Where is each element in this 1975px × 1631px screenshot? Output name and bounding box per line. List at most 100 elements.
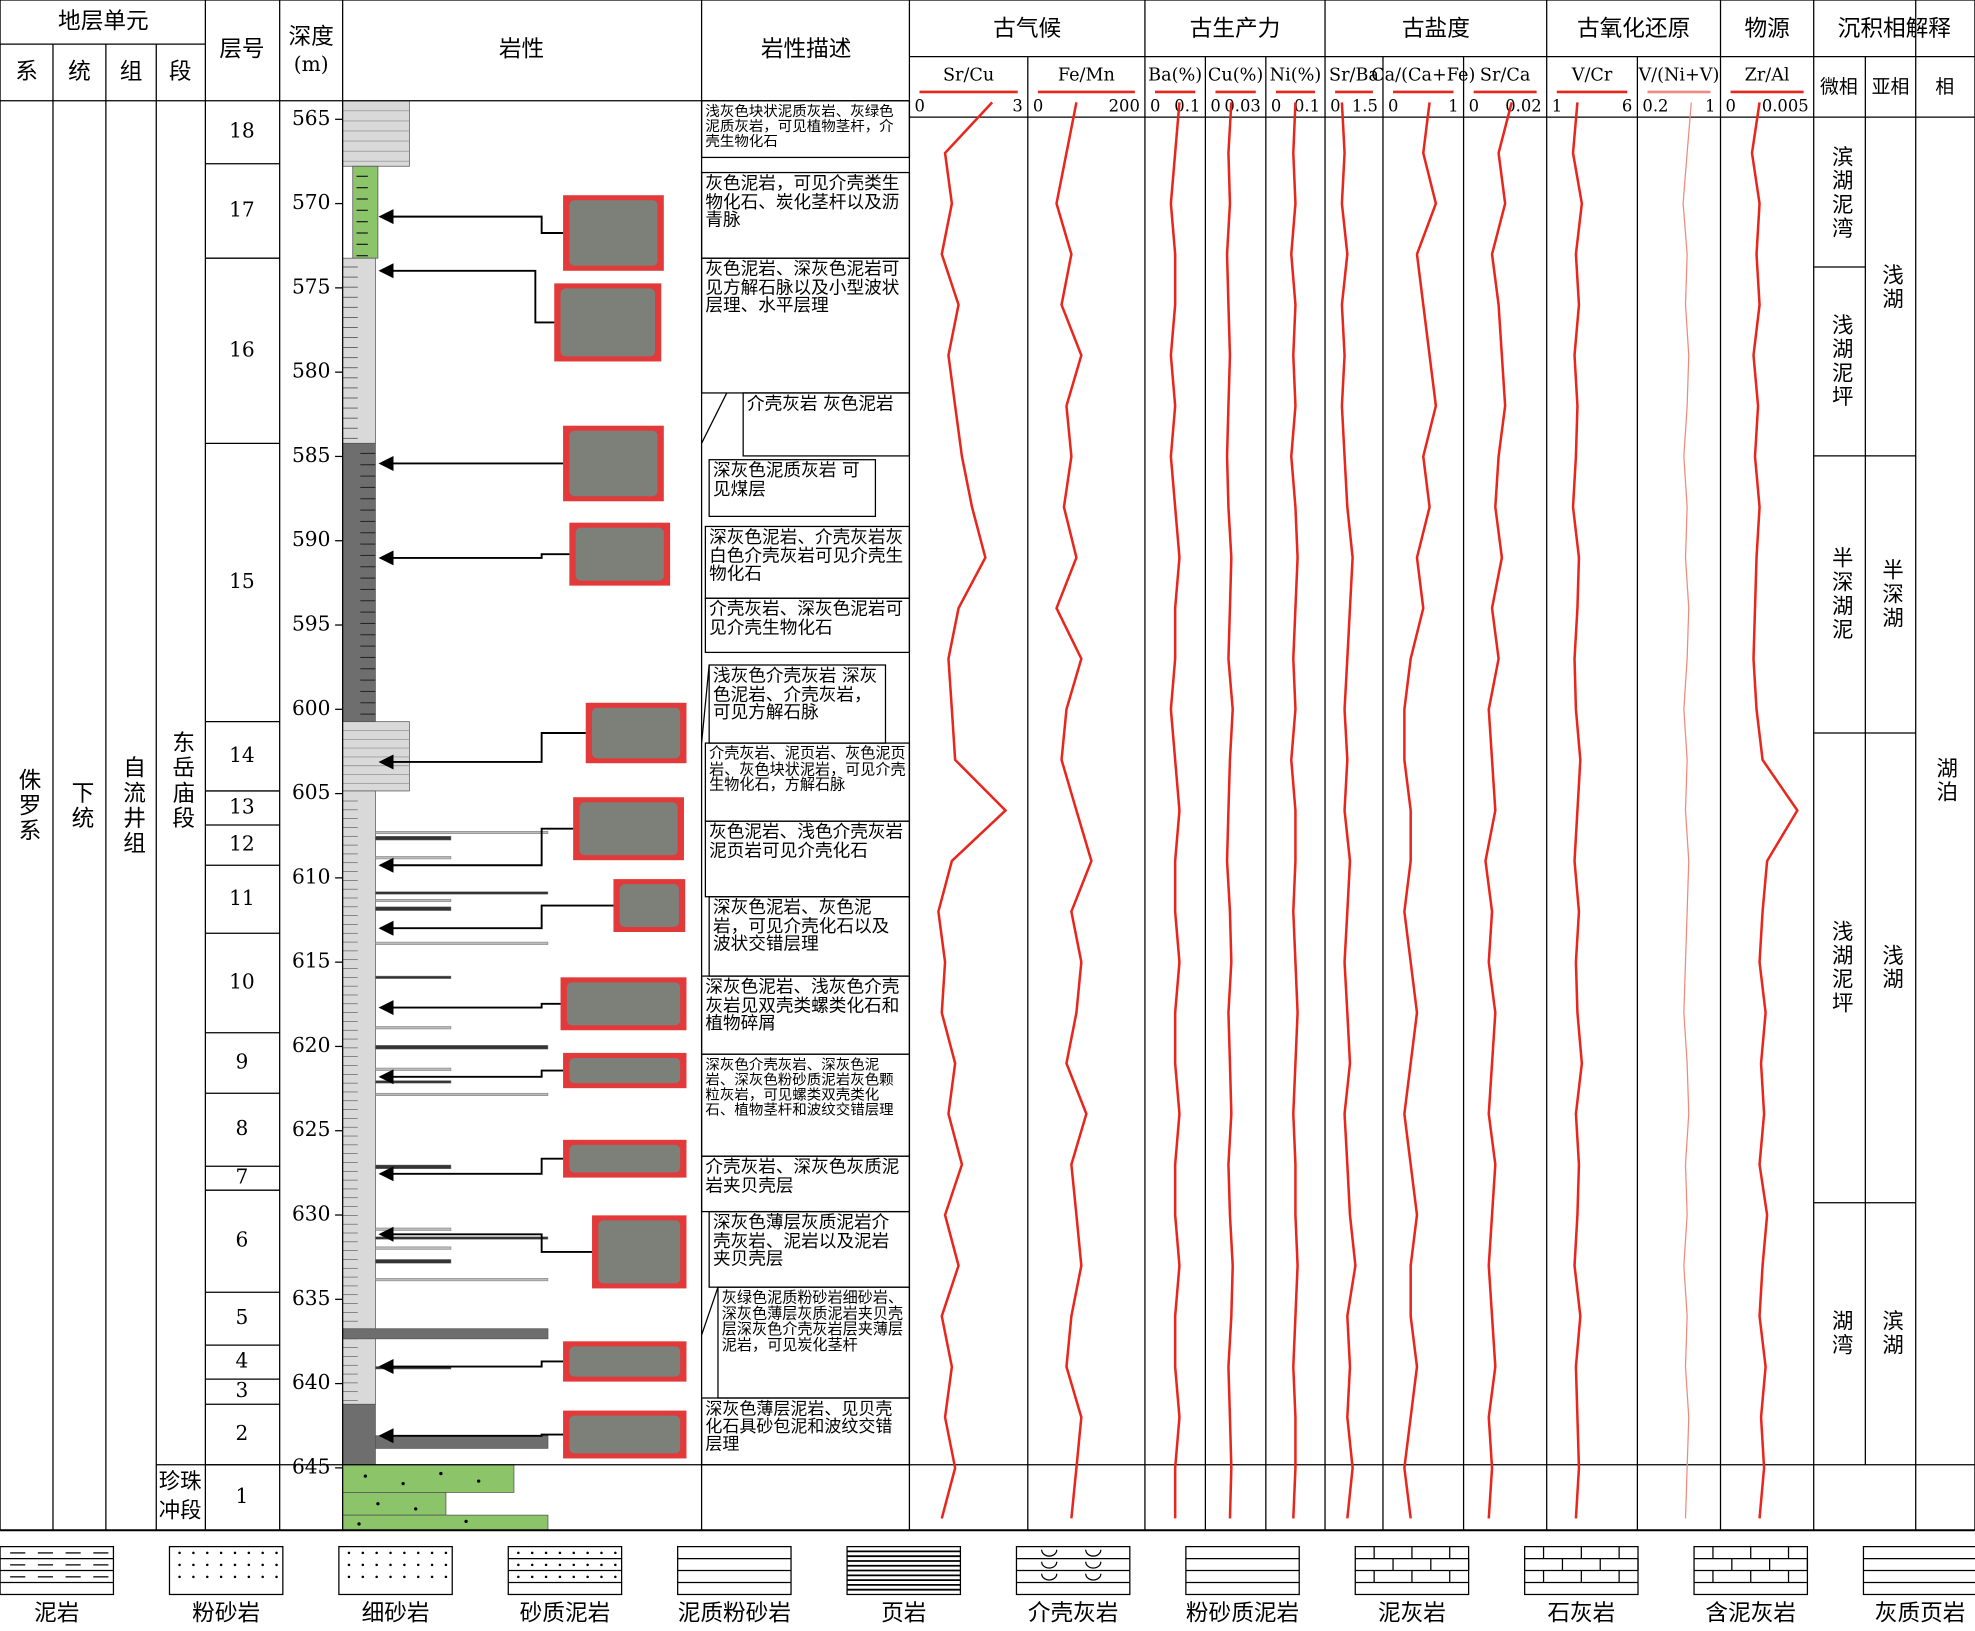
core-photo-image xyxy=(569,1346,681,1377)
litho-bed xyxy=(375,1236,549,1240)
member-name: 珍珠 xyxy=(159,1469,202,1494)
litho-bed xyxy=(375,906,452,911)
depth-tick-label: 615 xyxy=(292,949,330,973)
litho-bed xyxy=(375,856,452,860)
legend-dot xyxy=(275,1575,278,1579)
series-name: V/Cr xyxy=(1571,66,1613,86)
legend-dot xyxy=(614,1563,617,1567)
legend-dot xyxy=(206,1575,209,1579)
description-frame xyxy=(700,100,911,159)
depth-tick-label: 630 xyxy=(292,1202,330,1226)
litho-block xyxy=(342,257,376,444)
series-name: V/(Ni+V) xyxy=(1637,66,1719,86)
micro-facies: 湖湾 xyxy=(1828,1310,1853,1358)
litho-dot xyxy=(401,1482,405,1486)
sub-facies: 浅湖 xyxy=(1879,944,1904,992)
arrow xyxy=(378,1226,593,1253)
litho-dot xyxy=(414,1507,418,1511)
litho-block xyxy=(342,1492,447,1516)
description: 深灰色介壳灰岩、深灰色泥岩、深灰色粉砂质泥岩灰色颗粒灰岩，可见螺类双壳类化石、植… xyxy=(705,1055,894,1119)
description: 浅灰色介壳灰岩 深灰色泥岩、介壳灰岩，可见方解石脉 xyxy=(712,666,878,724)
core-photo-image xyxy=(575,527,664,581)
legend-dot xyxy=(375,1563,378,1567)
legend-dot xyxy=(430,1551,434,1555)
arrow xyxy=(378,550,570,566)
curve xyxy=(1055,102,1093,1519)
series-name: 下统 xyxy=(67,781,93,831)
header-cell: 层号 xyxy=(219,36,264,62)
x-tick-label: 0 xyxy=(1330,97,1340,116)
legend-dot xyxy=(192,1551,195,1555)
header-cell: 系 xyxy=(15,59,38,85)
description-box: 深灰色薄层灰质泥岩介壳灰岩、泥岩以及泥岩夹贝壳层 xyxy=(712,1212,890,1271)
legend-dot xyxy=(219,1563,223,1567)
core-photo-image xyxy=(592,707,681,759)
header-cell: (m) xyxy=(294,52,329,76)
description: 介壳灰岩、深灰色灰质泥岩夹贝壳层 xyxy=(705,1157,900,1197)
description-box: 深灰色泥岩、介壳灰岩灰白色介壳灰岩可见介壳生物化石 xyxy=(709,529,903,585)
x-tick-label: 0 xyxy=(1210,97,1220,116)
header-cell: 统 xyxy=(68,59,91,85)
litho-bed xyxy=(375,830,549,835)
series-name: Ni(%) xyxy=(1270,66,1322,86)
legend-dot xyxy=(614,1575,617,1579)
system-name: 侏罗系 xyxy=(15,768,41,844)
x-tick-label: 0.03 xyxy=(1224,97,1260,116)
rule xyxy=(700,664,710,744)
depth-tick-label: 585 xyxy=(292,443,330,467)
core-photo-image xyxy=(598,1220,681,1284)
curve xyxy=(1484,102,1513,1519)
facies-subheader: 微相 xyxy=(1820,76,1858,98)
layer-number: 11 xyxy=(229,886,255,910)
facies-subheader: 亚相 xyxy=(1872,76,1910,98)
legend-dot xyxy=(361,1575,365,1579)
legend-dot xyxy=(416,1563,420,1567)
rule xyxy=(701,1286,719,1336)
legend-dot xyxy=(233,1551,237,1555)
legend-dot xyxy=(347,1563,351,1567)
group-title: 古盐度 xyxy=(1402,16,1470,42)
core-photo-image xyxy=(560,288,656,357)
series-name: Zr/Al xyxy=(1745,66,1790,86)
series-name: Fe/Mn xyxy=(1058,66,1115,86)
depth-tick-label: 635 xyxy=(292,1286,330,1310)
litho-dot xyxy=(357,1522,361,1526)
layer-number: 9 xyxy=(235,1049,248,1073)
legend-dot xyxy=(275,1551,278,1555)
legend-label: 含泥灰岩 xyxy=(1705,1601,1796,1627)
litho-bed xyxy=(375,1259,452,1264)
depth-tick-label: 580 xyxy=(292,359,330,383)
sub-facies: 半深湖 xyxy=(1879,558,1904,630)
legend-dot xyxy=(444,1551,448,1555)
legend-dot xyxy=(403,1575,406,1579)
layer-number: 15 xyxy=(229,569,255,593)
x-tick-label: 0 xyxy=(1726,97,1736,116)
curve xyxy=(937,101,1008,1519)
legend-dot xyxy=(614,1551,617,1555)
depth-tick-label: 610 xyxy=(292,864,330,888)
legend-dot xyxy=(233,1575,237,1579)
legend-dot xyxy=(389,1563,392,1567)
series-name: Sr/Ba xyxy=(1329,66,1379,86)
description: 灰绿色泥质粉砂岩细砂岩、深灰色薄层灰质泥岩夹贝壳层深灰色介壳灰岩层夹薄层泥岩，可… xyxy=(721,1288,904,1354)
x-tick-label: 6 xyxy=(1622,97,1632,116)
x-tick-label: 0.02 xyxy=(1505,97,1541,116)
description: 深灰色薄层灰质泥岩介壳灰岩、泥岩以及泥岩夹贝壳层 xyxy=(712,1212,890,1271)
legend-dot xyxy=(178,1575,181,1579)
legend-label: 粉砂质泥岩 xyxy=(1186,1601,1299,1627)
litho-dot xyxy=(439,1471,443,1476)
legend-label: 细砂岩 xyxy=(362,1601,430,1627)
legend-dot xyxy=(530,1563,534,1567)
legend-dot xyxy=(586,1563,589,1567)
legend-dot xyxy=(558,1575,562,1579)
layer-number: 12 xyxy=(229,832,255,856)
core-photo-image xyxy=(569,430,658,497)
layer-number: 8 xyxy=(235,1116,248,1140)
curve xyxy=(1750,102,1799,1519)
legend-dot xyxy=(403,1563,406,1567)
depth-tick-label: 600 xyxy=(292,696,330,720)
legend-dot xyxy=(219,1575,223,1579)
legend-dot xyxy=(347,1551,351,1555)
micro-facies: 滨湖泥湾 xyxy=(1828,145,1853,241)
litho-dot xyxy=(363,1474,367,1478)
